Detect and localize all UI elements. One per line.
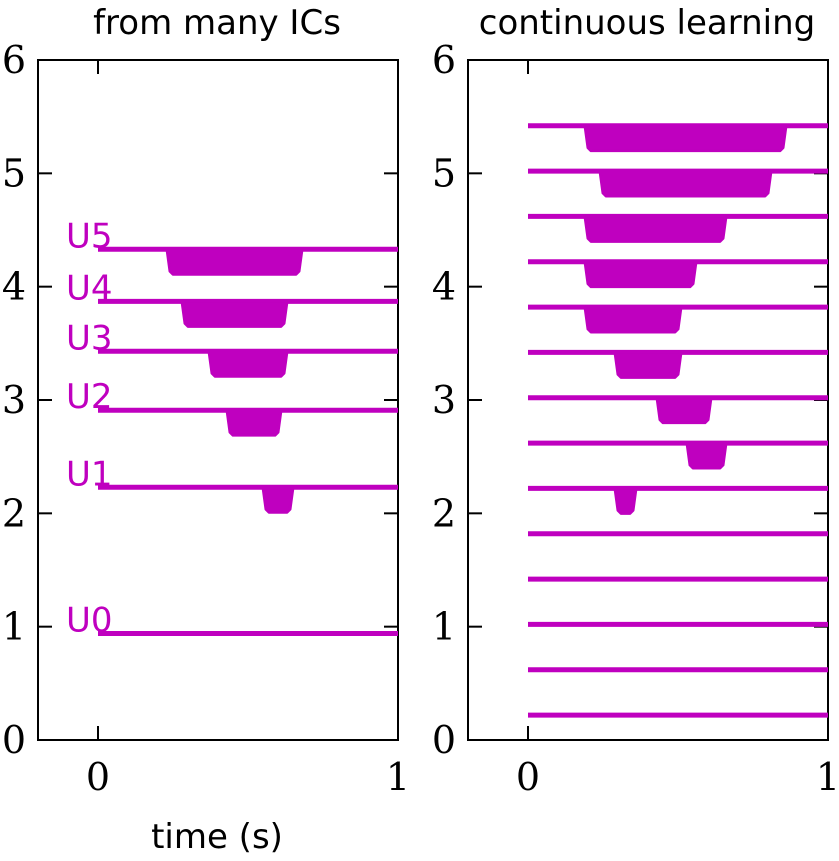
y-tick-label: 3 — [2, 378, 26, 422]
trace-dip — [613, 350, 683, 379]
series-label: U2 — [66, 377, 113, 417]
x-tick-label: 0 — [86, 755, 110, 799]
series-label: U4 — [66, 268, 113, 308]
y-tick-label: 4 — [432, 265, 456, 309]
trace-dip — [583, 260, 698, 289]
y-tick-label: 0 — [2, 718, 26, 762]
series-label: U0 — [66, 600, 113, 640]
trace-dip — [165, 247, 304, 276]
series-label: U1 — [66, 454, 113, 494]
y-tick-label: 1 — [432, 605, 456, 649]
panel-from-many-ics: from many ICs 0 1 2 3 4 5 6 0 1 U0 U1 U2 U3 U4 U5 — [2, 3, 410, 799]
trace-dip — [613, 486, 638, 515]
trace-dip — [225, 408, 283, 437]
y-tick-label: 6 — [432, 38, 456, 82]
y-tick-label: 6 — [2, 38, 26, 82]
trace-dip — [598, 169, 773, 198]
trace-dip — [261, 485, 295, 514]
x-tick-label: 1 — [386, 755, 410, 799]
y-tick-label: 3 — [432, 378, 456, 422]
panel-continuous-learning: continuous learning 0 1 2 3 4 5 6 0 1 — [432, 3, 839, 799]
trace-dip — [685, 441, 728, 470]
trace-dip — [583, 305, 683, 334]
series-label: U5 — [66, 216, 113, 256]
trace-dip — [583, 124, 788, 153]
panel-title: continuous learning — [479, 3, 816, 43]
y-tick-label: 1 — [2, 605, 26, 649]
x-tick-label: 0 — [516, 755, 540, 799]
y-tick-label: 0 — [432, 718, 456, 762]
series-label: U3 — [66, 318, 113, 358]
trace-dip — [583, 214, 728, 243]
y-tick-label: 2 — [432, 491, 456, 535]
y-tick-label: 5 — [432, 151, 456, 195]
x-axis-label: time (s) — [151, 817, 283, 857]
trace-dip — [180, 299, 289, 328]
x-tick-label: 1 — [816, 755, 839, 799]
panel-title: from many ICs — [93, 3, 341, 43]
y-tick-label: 4 — [2, 265, 26, 309]
trace-dip — [207, 349, 289, 378]
y-tick-label: 2 — [2, 491, 26, 535]
trace-dip — [655, 396, 713, 425]
y-tick-label: 5 — [2, 151, 26, 195]
